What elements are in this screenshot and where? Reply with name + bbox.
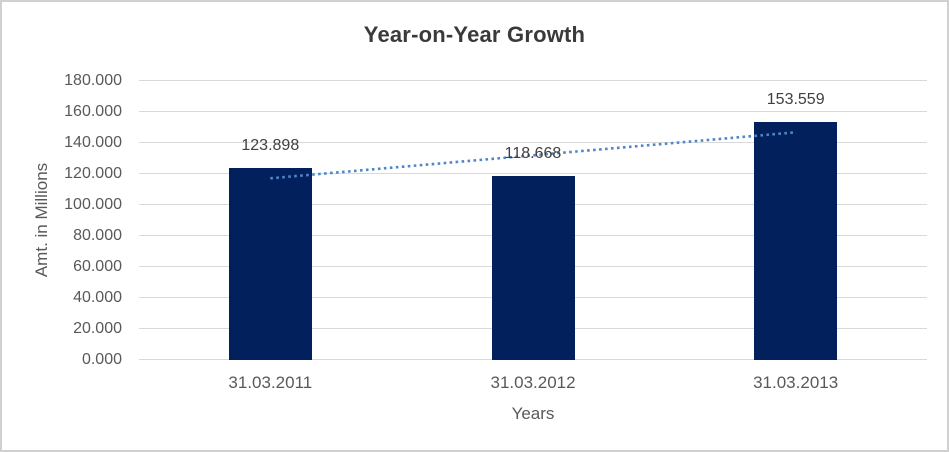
chart-title: Year-on-Year Growth (363, 22, 586, 47)
trendline (270, 131, 796, 180)
y-tick-label: 140.000 (64, 134, 122, 151)
x-tick-label: 31.03.2013 (753, 373, 839, 392)
data-label: 118.668 (504, 145, 562, 163)
y-tick-label: 120.000 (64, 165, 122, 182)
bar (491, 176, 575, 360)
data-label: 123.898 (241, 137, 300, 154)
y-tick-label: 60.000 (73, 258, 122, 275)
x-tick-label: 31.03.2012 (490, 373, 576, 392)
data-label: 153.559 (766, 91, 825, 108)
gridline (139, 173, 927, 174)
y-tick-label: 20.000 (73, 320, 122, 337)
y-tick-label: 0.000 (81, 351, 122, 368)
y-tick-label: 100.000 (64, 196, 122, 213)
plot-area: 123.898 118.668 153.559 (139, 80, 927, 360)
gridline (139, 111, 927, 112)
y-tick-label: 80.000 (73, 227, 122, 244)
bar (754, 122, 838, 360)
gridline (139, 142, 927, 143)
x-tick-label: 31.03.2011 (228, 373, 313, 392)
x-axis-title: Years (511, 404, 555, 423)
y-tick-label: 40.000 (73, 289, 122, 306)
gridline (139, 80, 927, 81)
bar (228, 168, 312, 360)
y-tick-label: 160.000 (64, 103, 122, 120)
y-tick-label: 180.000 (64, 72, 122, 89)
